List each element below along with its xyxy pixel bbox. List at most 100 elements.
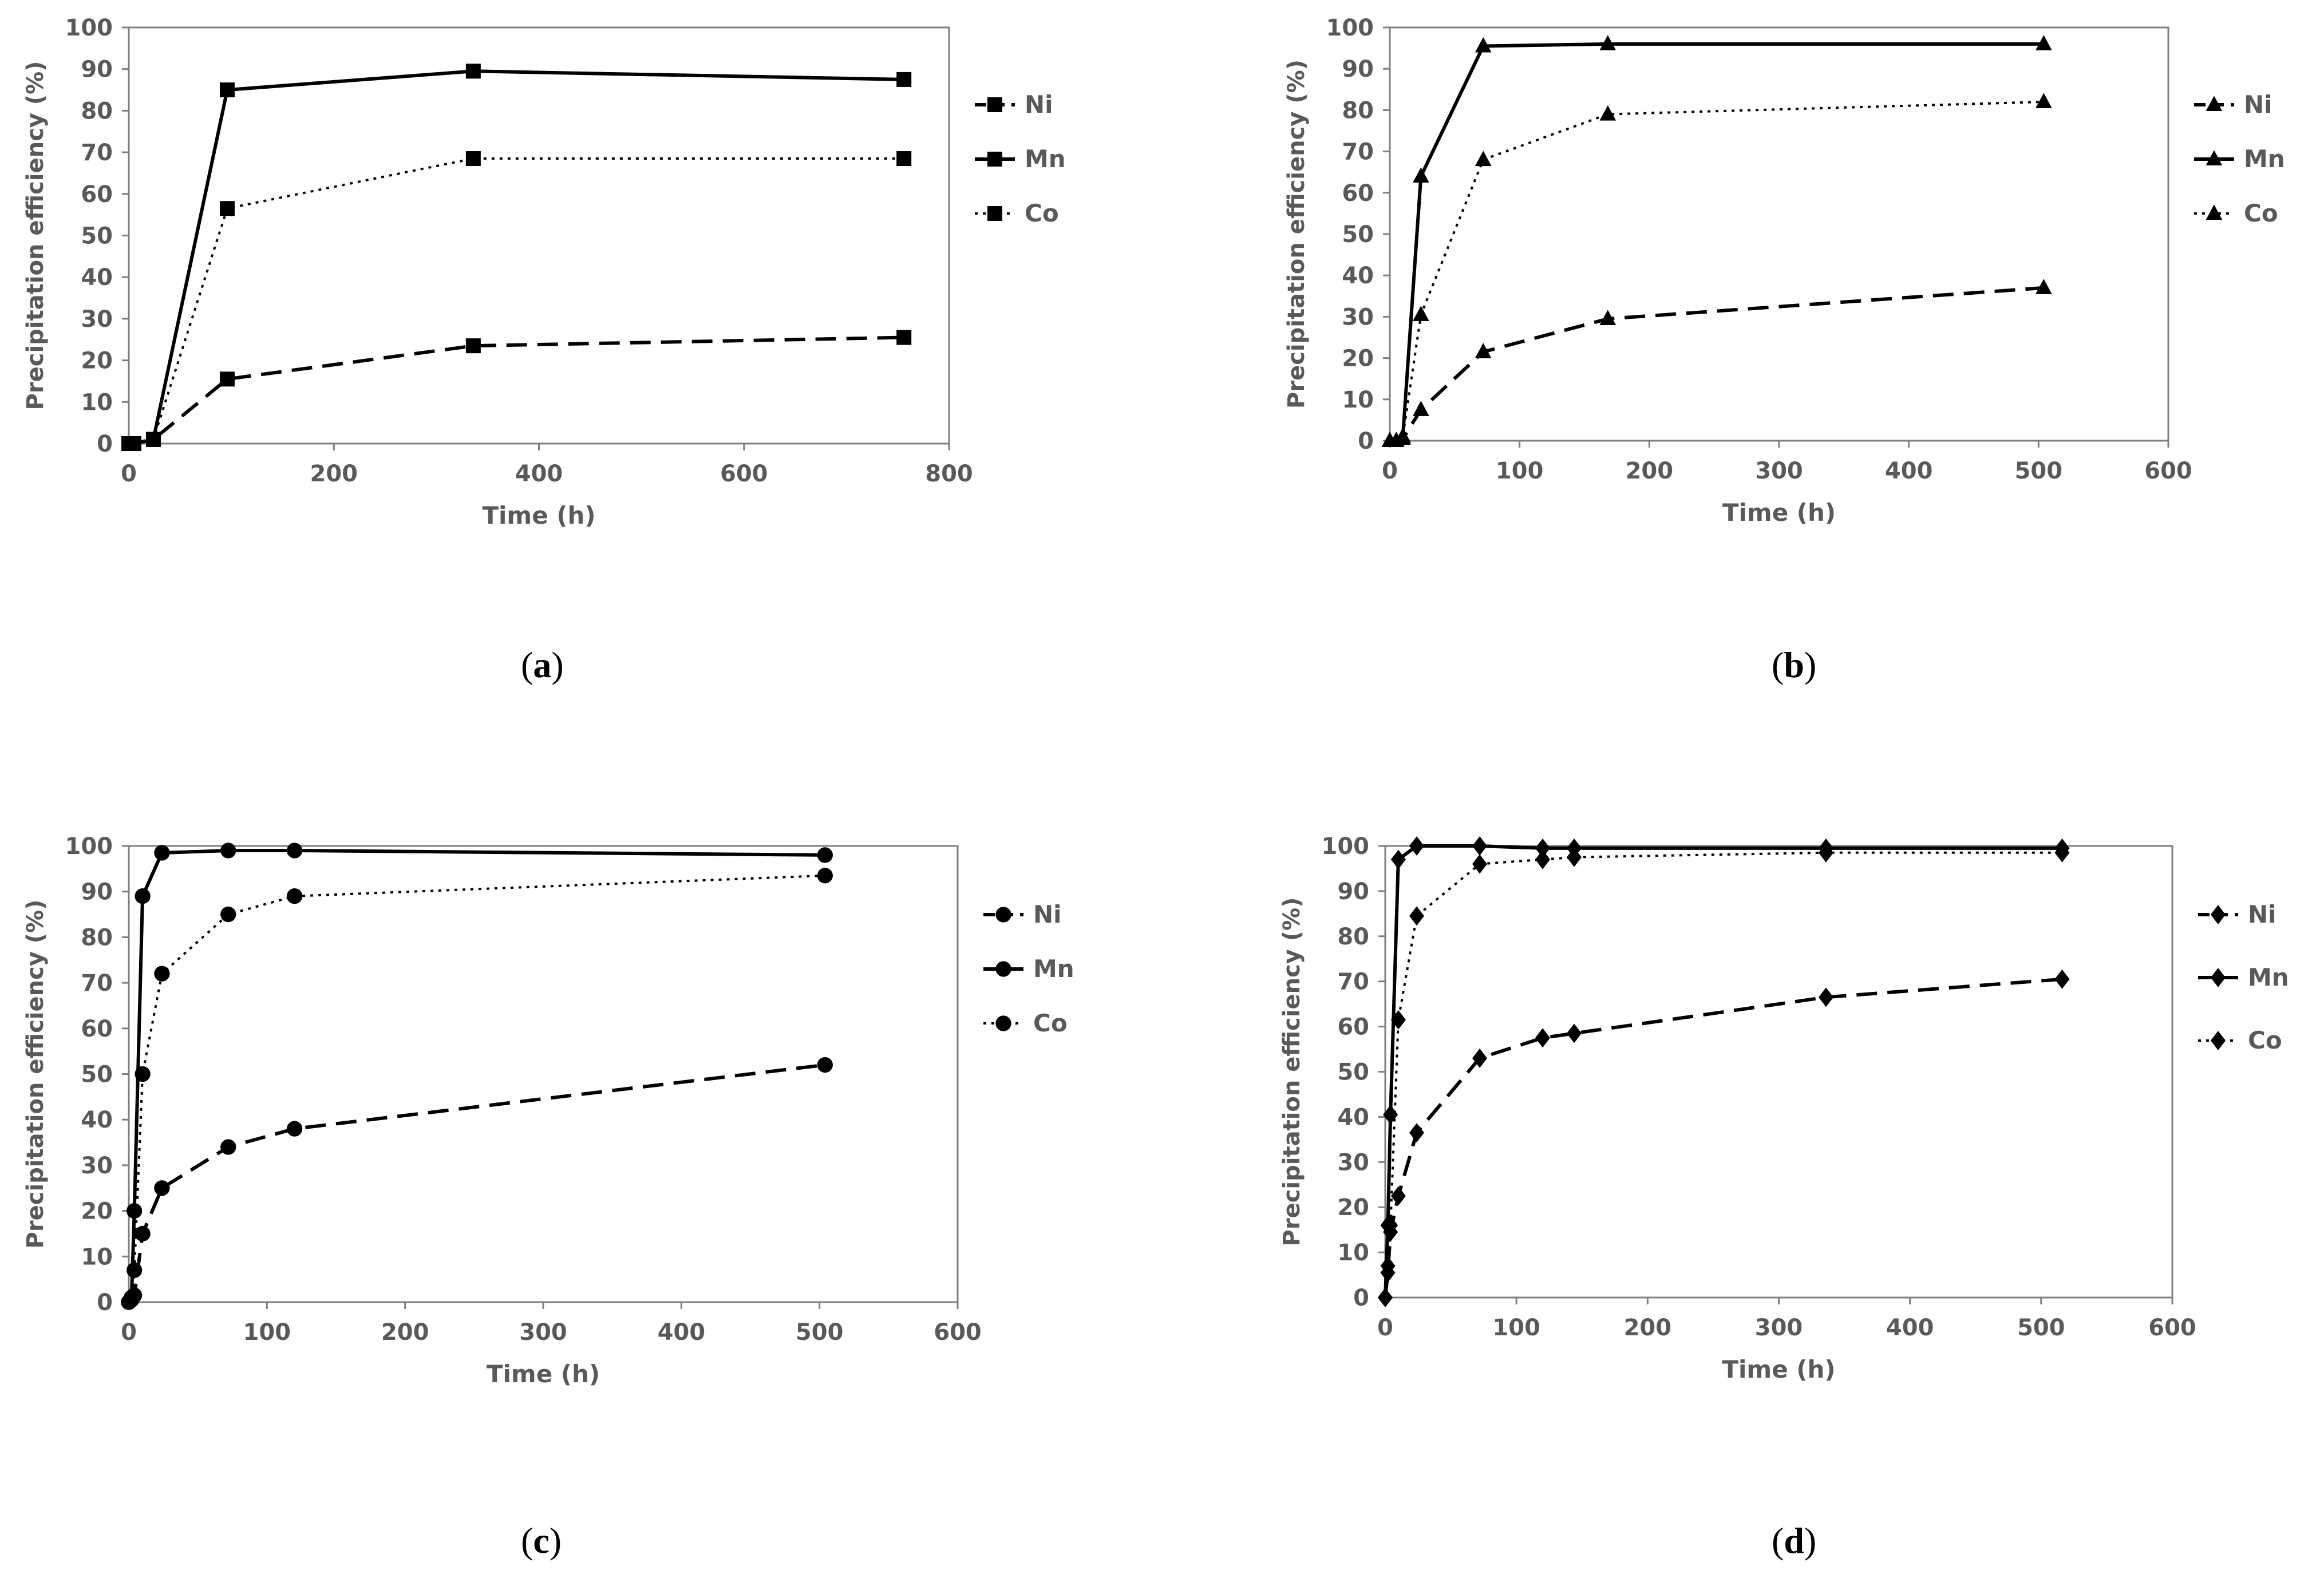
panel-c-x-axis-title: Time (h)	[487, 1360, 600, 1388]
panel-d-series-ni-point	[1472, 1048, 1487, 1068]
panel-c-x-tick-label: 400	[658, 1319, 706, 1346]
panel-c-chart: 0 10 20 30 40 50 60 70 80 90 100 0 100 200 300 400 500 60…	[22, 833, 1074, 1388]
panel-d-series-co-point	[1472, 854, 1487, 874]
panel-d-series-co-point	[2054, 843, 2070, 863]
panel-c-series-mn-point	[127, 1203, 143, 1219]
panel-d-series-co-point	[1380, 1256, 1396, 1276]
panel-a-series-ni-point	[896, 330, 912, 345]
panel-c-legend-mn-marker	[995, 961, 1011, 977]
panel-b-y-axis-title: Precipitation efficiency (%)	[1283, 60, 1310, 409]
panel-b-series-co-point	[2036, 93, 2052, 109]
panel-c-y-tick-label: 80	[81, 924, 113, 951]
panel-b-series-mn-point	[1413, 167, 1429, 183]
panel-b-series-mn-point	[1599, 35, 1616, 50]
panel-c-y-tick-label: 0	[97, 1290, 113, 1316]
panel-c-x-tick-label: 500	[796, 1319, 844, 1346]
panel-c-x-tick-label: 600	[934, 1319, 982, 1346]
panel-d-series-mn-point	[1409, 836, 1424, 856]
panel-b-y-tick-label: 0	[1358, 428, 1374, 454]
panel-d-x-tick-label: 400	[1886, 1315, 1934, 1341]
panel-d-y-axis-title: Precipitation efficiency (%)	[1279, 897, 1305, 1247]
panel-d-series-mn-point	[1472, 836, 1487, 856]
panel-c-series-ni-point	[817, 1057, 833, 1073]
panel-d-legend-co-marker	[2211, 1031, 2226, 1050]
panel-b-series-co-line	[1390, 101, 2044, 442]
panel-a-y-tick-label: 70	[81, 140, 113, 166]
panel-d-chart: 0 10 20 30 40 50 60 70 80 90 100 0 100 200 300 400 500 60…	[1279, 833, 2289, 1383]
panel-a-series-co-point	[126, 436, 141, 451]
panel-d-y-tick-label: 100	[1322, 833, 1370, 860]
panel-b-plot-frame	[1389, 26, 2169, 442]
panel-d-y-tick-label: 10	[1337, 1240, 1369, 1266]
panel-a-y-tick-label: 90	[81, 57, 113, 83]
panel-b-y-tick-label: 30	[1342, 304, 1374, 330]
panel-a-y-tick-label: 20	[81, 348, 113, 374]
panel-c-legend-ni-marker	[995, 907, 1011, 923]
panel-d-legend-ni-marker	[2211, 905, 2226, 924]
panel-a-y-tick-label: 10	[81, 389, 113, 416]
panel-d-legend-mn-label: Mn	[2248, 963, 2289, 991]
panel-b-y-tick-label: 90	[1342, 56, 1374, 82]
panel-c-series-mn-point	[817, 847, 833, 863]
panel-c-legend-ni-label: Ni	[1033, 900, 1062, 928]
panel-c-y-tick-label: 30	[81, 1153, 113, 1179]
panel-a-x-tick-label: 800	[925, 461, 973, 487]
panel-c-series-ni-line	[128, 1063, 825, 1304]
panel-b-legend-ni-label: Ni	[2244, 90, 2272, 118]
panel-d-x-tick-label: 0	[1377, 1315, 1393, 1341]
panel-c-x-tick-label: 0	[121, 1319, 137, 1346]
panel-d-x-axis-title: Time (h)	[1722, 1355, 1835, 1383]
panel-d-y-tick-label: 50	[1337, 1059, 1369, 1086]
panel-b-x-tick-label: 300	[1755, 458, 1803, 484]
panel-a-series-mn-point	[896, 72, 912, 87]
panel-a-y-tick-label: 0	[97, 431, 113, 457]
panel-b-legend-mn-marker	[2206, 150, 2223, 166]
panel-d-y-tick-label: 60	[1337, 1014, 1369, 1041]
panel-b-series-ni-point	[1475, 343, 1492, 358]
panel-d-series-co-point	[1535, 849, 1550, 869]
panel-c-series-ni-point	[154, 1180, 170, 1196]
panel-b-x-tick-label: 500	[2015, 458, 2063, 484]
panel-d-series-ni-point	[1409, 1123, 1424, 1142]
panel-b-x-tick-label: 0	[1382, 458, 1398, 484]
panel-a-y-tick-label: 60	[81, 181, 113, 208]
panel-d-legend-co-label: Co	[2248, 1026, 2282, 1054]
panel-a-caption: (a)	[521, 644, 564, 685]
panel-c-series-mn-point	[135, 888, 151, 904]
panel-c-series-co-point	[286, 888, 303, 904]
panel-b-series-mn-line	[1390, 42, 2044, 442]
panel-c-x-tick-label: 200	[381, 1319, 429, 1346]
panel-d-series-co-point	[1378, 1288, 1393, 1307]
panel-a-series-ni-point	[465, 338, 481, 354]
panel-d-legend-ni-label: Ni	[2248, 900, 2276, 928]
panel-c-y-tick-label: 50	[81, 1062, 113, 1088]
panel-a-series-ni-line	[129, 335, 904, 445]
panel-c-series-mn-point	[286, 843, 303, 859]
panel-a-series-mn-point	[465, 64, 481, 79]
panel-d-x-tick-label: 200	[1624, 1315, 1672, 1341]
panel-a-x-tick-label: 0	[121, 461, 137, 487]
panel-b-series-co-point	[1394, 428, 1411, 443]
panel-d-series-mn-point	[1383, 1105, 1398, 1125]
panel-d-series-mn-point	[1535, 839, 1550, 858]
panel-d-series-co-line	[1384, 851, 2062, 1298]
panel-c-series-co-point	[154, 966, 170, 982]
panel-b-y-tick-label: 70	[1342, 139, 1374, 165]
panel-a-series-mn-line	[129, 69, 904, 445]
panel-b-x-tick-label: 600	[2144, 458, 2192, 484]
panel-a-series-co-point	[465, 151, 481, 167]
panel-c-y-tick-label: 60	[81, 1016, 113, 1042]
panel-d-legend-mn-marker	[2211, 968, 2226, 987]
panel-a-plot-frame	[128, 26, 950, 445]
panel-d-series-ni-point	[2054, 969, 2070, 989]
panel-a-series-mn-point	[219, 82, 235, 98]
panel-c-legend-co-marker	[995, 1015, 1011, 1031]
panel-b-series-ni-point	[1413, 401, 1429, 416]
panel-c-y-axis-title: Precipitation efficiency (%)	[22, 900, 49, 1249]
panel-d-y-tick-label: 30	[1337, 1149, 1369, 1176]
panel-d-y-tick-label: 40	[1337, 1104, 1369, 1130]
panel-a-chart: 0 10 20 30 40 50 60 70 80 90 100 0 200 400 600 800 Time …	[22, 15, 1066, 529]
panel-c-y-tick-label: 20	[81, 1199, 113, 1225]
panel-d-x-tick-label: 100	[1492, 1315, 1540, 1341]
panel-c-series-ni-point	[135, 1225, 151, 1242]
